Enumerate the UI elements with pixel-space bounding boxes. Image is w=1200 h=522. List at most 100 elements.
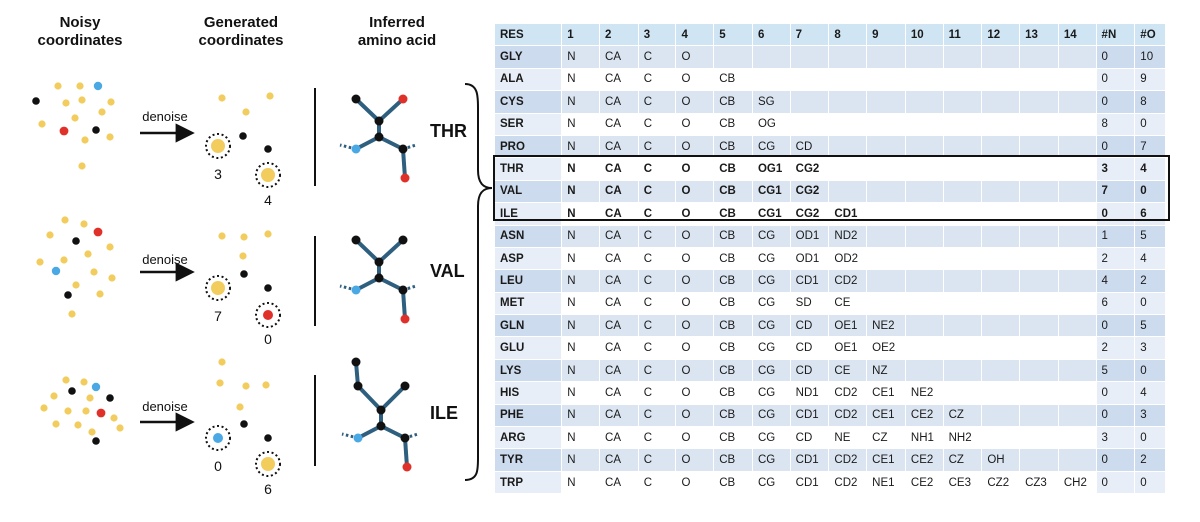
table-cell: C: [637, 470, 677, 495]
table-cell: CD1: [789, 448, 830, 472]
noisy-atom: [96, 290, 104, 298]
table-cell: [1019, 426, 1059, 450]
table-cell: OD2: [828, 246, 868, 271]
table-cell: CG2: [789, 202, 830, 226]
residue-cell: GLY: [493, 45, 563, 69]
table-cell: N: [561, 90, 601, 114]
noisy-coordinates-header: Noisy coordinates: [28, 14, 132, 50]
table-cell: [828, 157, 868, 181]
table-cell: [1019, 314, 1059, 338]
noisy-atom: [92, 126, 100, 134]
atom-black: [374, 273, 384, 283]
table-cell: [904, 134, 944, 159]
amino-acid-label-ile: ILE: [430, 403, 458, 423]
inferred-amino-acid-label: Inferred amino acid: [357, 14, 437, 49]
atom-red: [400, 173, 410, 183]
table-cell: CB: [713, 202, 753, 226]
count-cell: 0: [1095, 403, 1136, 428]
o-count-label-1: 4: [264, 192, 272, 208]
count-cell: 9: [1134, 67, 1166, 92]
table-cell: [1019, 448, 1059, 472]
table-cell: [942, 134, 983, 159]
table-cell: CA: [599, 112, 639, 136]
table-cell: CD1: [789, 403, 830, 428]
table-cell: [904, 45, 944, 69]
table-cell: CE3: [942, 470, 983, 495]
table-cell: CE: [828, 358, 868, 383]
table-cell: [1057, 90, 1097, 114]
table-cell: 2: [599, 22, 639, 47]
noisy-atom: [93, 227, 103, 237]
table-cell: [942, 112, 983, 136]
table-cell: [1057, 426, 1097, 450]
table-cell: [828, 112, 868, 136]
denoise-label-3: denoise: [142, 399, 188, 414]
table-cell: C: [637, 246, 677, 271]
table-cell: CB: [713, 112, 753, 136]
table-cell: CD: [789, 426, 830, 450]
table-cell: N: [561, 45, 601, 69]
table-cell: [904, 157, 944, 181]
merged-atom-highlight: [213, 433, 223, 443]
table-cell: [942, 246, 983, 271]
residue-cell: GLN: [493, 314, 563, 338]
table-cell: CA: [599, 269, 639, 293]
table-cell: [904, 179, 944, 204]
table-cell: [1057, 157, 1097, 181]
table-cell: 14: [1057, 22, 1097, 47]
table-cell: C: [637, 403, 677, 428]
count-cell: #N: [1095, 22, 1136, 47]
residue-cell: ASP: [493, 246, 563, 271]
table-cell: CG: [751, 448, 791, 472]
table-cell: N: [561, 336, 601, 360]
count-cell: 6: [1095, 291, 1136, 316]
count-cell: 1: [1095, 224, 1136, 248]
table-cell: [981, 134, 1021, 159]
table-cell: CG: [751, 470, 791, 495]
residue-cell: LYS: [493, 358, 563, 383]
table-cell: CD2: [828, 448, 868, 472]
table-cell: OG1: [751, 157, 791, 181]
amino-acid-label-val: VAL: [430, 261, 465, 281]
dashed-selection-circle: [205, 133, 231, 159]
count-cell: 8: [1134, 90, 1166, 114]
table-cell: CB: [713, 67, 753, 92]
residue-cell: ILE: [493, 202, 563, 226]
count-cell: 0: [1134, 470, 1166, 495]
count-cell: 0: [1134, 426, 1166, 450]
generated-atom: [264, 230, 272, 238]
atom-black: [376, 405, 386, 415]
residue-row-met: MET N CA C O CB CG SD CE 6 0: [493, 291, 1166, 316]
residue-cell: CYS: [493, 90, 563, 114]
table-cell: O: [675, 358, 715, 383]
table-cell: CB: [713, 381, 753, 405]
count-cell: 2: [1134, 448, 1166, 472]
atom-black: [400, 433, 410, 443]
table-cell: CB: [713, 314, 753, 338]
table-header-row: RES 1 2 3 4 5 6 7 8 9 10 11 12 13 14 #N #O: [493, 22, 1166, 47]
table-cell: [942, 336, 983, 360]
table-cell: [1057, 314, 1097, 338]
residue-row-ile: ILE N CA C O CB CG1 CG2 CD1 0 6: [493, 202, 1166, 226]
noisy-cloud-1: [32, 81, 115, 170]
residue-cell: VAL: [493, 179, 563, 204]
table-cell: 6: [751, 22, 791, 47]
table-cell: O: [675, 269, 715, 293]
table-cell: [1019, 381, 1059, 405]
table-cell: [1019, 179, 1059, 204]
table-cell: [866, 157, 906, 181]
count-cell: 8: [1095, 112, 1136, 136]
table-cell: O: [675, 470, 715, 495]
table-cell: CB: [713, 269, 753, 293]
noisy-atom: [62, 376, 70, 384]
table-cell: [981, 336, 1021, 360]
merged-atom-highlight: [211, 281, 225, 295]
table-cell: CH2: [1057, 470, 1097, 495]
table-cell: 4: [675, 22, 715, 47]
table-cell: [1057, 179, 1097, 204]
count-cell: 5: [1134, 314, 1166, 338]
table-cell: CZ2: [981, 470, 1021, 495]
noisy-atom: [46, 231, 54, 239]
atom-black: [374, 132, 384, 142]
merged-atom-highlight: [261, 457, 275, 471]
